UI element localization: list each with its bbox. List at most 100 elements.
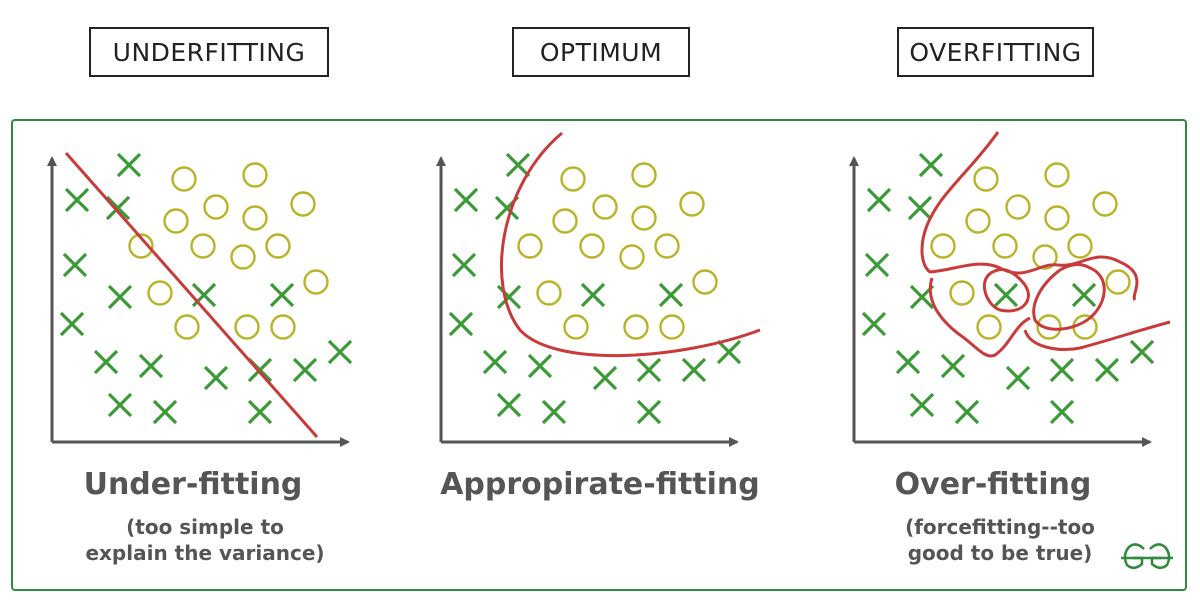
subcaption-line: (too simple to [126,515,284,539]
gfg-logo-icon [1121,543,1173,569]
cross-stroke [993,282,1019,308]
cross-stroke [527,353,553,379]
cross-marker [866,187,892,213]
cross-stroke [658,282,684,308]
circle-marker [1067,233,1093,259]
cross-marker [496,392,522,418]
cross-stroke [152,399,178,425]
cross-stroke [1049,399,1075,425]
caption-under-fitting: Under-fitting [83,467,303,502]
cross-stroke [866,187,892,213]
cross-marker [909,392,935,418]
circle-marker [631,162,657,188]
cross-marker [451,252,477,278]
caption-appropriate-fitting: Appropirate-fitting [440,467,760,502]
overfit-curve [920,131,1171,358]
circle-marker [1032,244,1058,270]
cross-stroke [918,152,944,178]
cross-marker [1049,399,1075,425]
cross-stroke [1129,339,1155,365]
circle-marker [563,314,589,340]
cross-stroke [453,187,479,213]
cross-marker [907,195,933,221]
cross-marker [993,282,1019,308]
circle-marker [1044,205,1070,231]
cross-stroke [1071,282,1097,308]
cross-marker [116,152,142,178]
subcaption-under-fitting: (too simple to explain the variance) [60,514,350,566]
cross-marker [940,353,966,379]
cross-marker [152,399,178,425]
cross-marker [327,339,353,365]
cross-stroke [864,252,890,278]
header-underfitting: UNDERFITTING [89,27,329,77]
cross-marker [64,187,90,213]
cross-marker [203,365,229,391]
cross-marker [107,392,133,418]
cross-marker [954,399,980,425]
circle-marker [536,280,562,306]
cross-marker [453,187,479,213]
cross-marker [247,399,273,425]
cross-stroke [93,349,119,375]
cross-marker [592,365,618,391]
cross-stroke [636,357,662,383]
cross-marker [541,399,567,425]
subcaption-line: good to be true) [907,541,1093,565]
circle-marker [128,233,154,259]
cross-stroke [580,282,606,308]
cross-stroke [1049,357,1075,383]
cross-stroke [62,252,88,278]
cross-stroke [59,311,85,337]
caption-over-fitting: Over-fitting [894,467,1092,502]
cross-stroke [292,357,318,383]
cross-stroke [861,311,887,337]
circle-marker [203,194,229,220]
circle-marker [976,314,1002,340]
circle-marker [1005,194,1031,220]
circle-marker [1105,269,1131,295]
circle-marker [654,233,680,259]
cross-stroke [940,353,966,379]
cross-marker [496,284,522,310]
cross-stroke [716,339,742,365]
cross-stroke [954,399,980,425]
circle-marker [171,166,197,192]
circle-marker [303,269,329,295]
cross-marker [269,282,295,308]
circle-marker [163,208,189,234]
circle-marker [692,269,718,295]
cross-marker [658,282,684,308]
cross-marker [107,284,133,310]
cross-marker [580,282,606,308]
circle-marker [147,280,173,306]
circle-marker [234,314,260,340]
circle-marker [290,191,316,217]
subcaption-line: explain the variance) [85,541,325,565]
cross-stroke [247,357,273,383]
cross-marker [1071,282,1097,308]
header-optimum: OPTIMUM [512,27,690,77]
circle-marker [992,233,1018,259]
circle-marker [242,205,268,231]
cross-stroke [451,252,477,278]
cross-marker [636,399,662,425]
cross-stroke [592,365,618,391]
circle-marker [679,191,705,217]
cross-stroke [496,392,522,418]
circle-marker [930,233,956,259]
cross-stroke [496,284,522,310]
circle-marker [190,233,216,259]
circle-marker [592,194,618,220]
cross-stroke [1094,357,1120,383]
cross-stroke [107,392,133,418]
cross-stroke [327,339,353,365]
header-overfitting: OVERFITTING [897,27,1094,77]
subcaption-over-fitting: (forcefitting--too good to be true) [880,514,1120,566]
cross-marker [59,311,85,337]
cross-stroke [895,349,921,375]
subcaption-line: (forcefitting--too [905,515,1095,539]
cross-marker [861,311,887,337]
circle-marker [230,244,256,270]
